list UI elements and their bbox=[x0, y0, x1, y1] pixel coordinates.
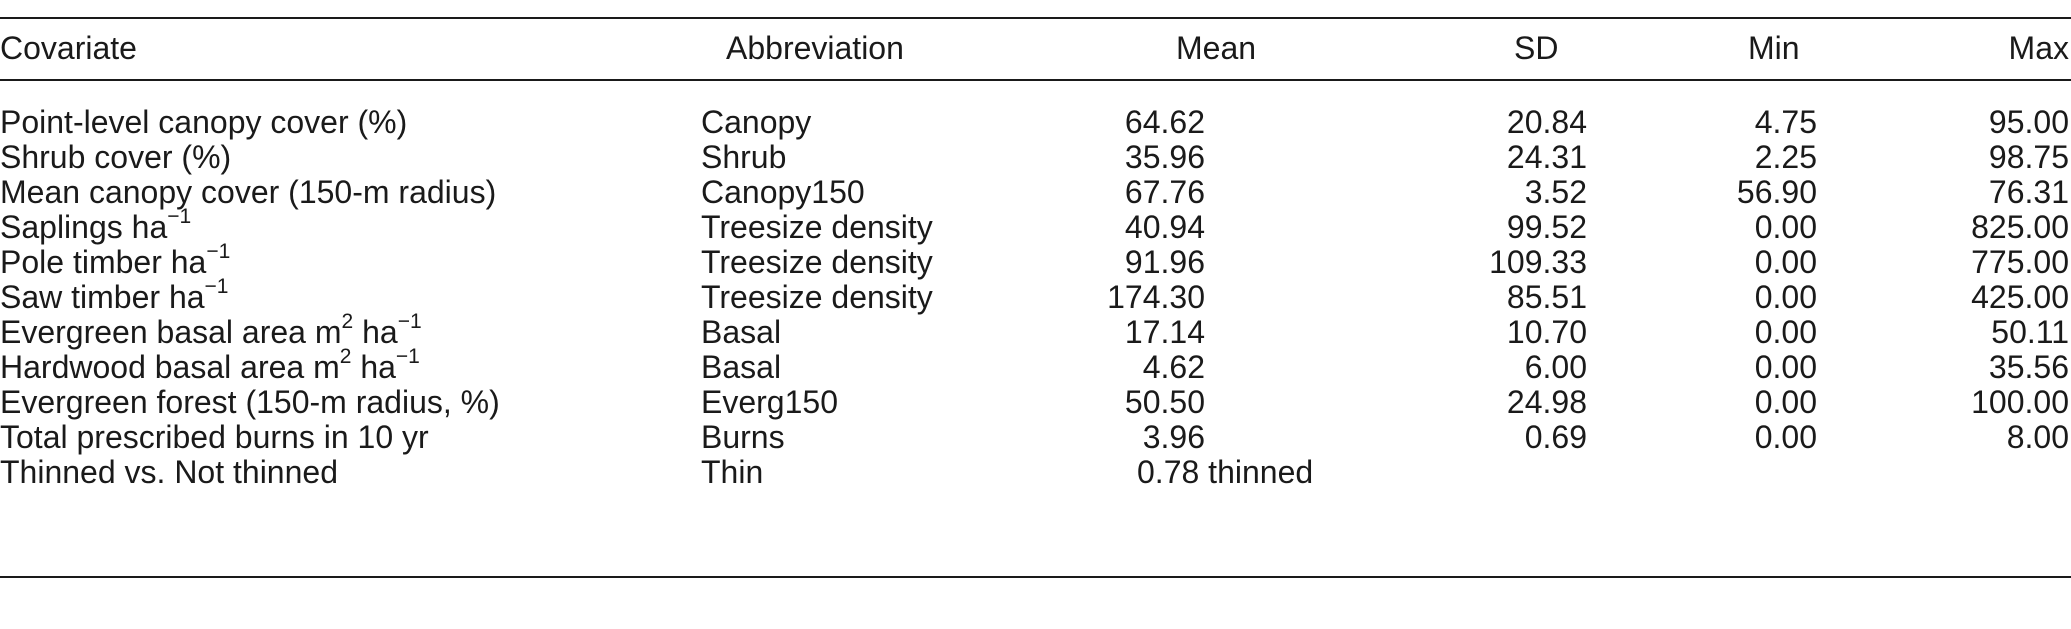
unit-exponent: −1 bbox=[167, 205, 192, 229]
max-cell: 95.00 bbox=[1988, 104, 2069, 140]
abbreviation-cell: Treesize density bbox=[701, 244, 933, 280]
covariate-cell: Hardwood basal area m2 ha−1 bbox=[0, 345, 420, 386]
covariate-label: Shrub cover (%) bbox=[0, 139, 232, 175]
abbreviation-cell: Thin bbox=[701, 454, 764, 490]
unit-exponent: −1 bbox=[204, 275, 229, 299]
covariate-label: Evergreen basal area bbox=[0, 314, 315, 350]
sd-cell: 6.00 bbox=[1524, 349, 1587, 385]
sd-cell: 99.52 bbox=[1506, 209, 1587, 245]
min-cell: 0.00 bbox=[1754, 349, 1817, 385]
header-max: Max bbox=[2008, 30, 2069, 66]
covariate-cell: Shrub cover (%) bbox=[0, 138, 231, 176]
covariate-label: Saw timber bbox=[0, 279, 169, 315]
abbreviation-cell: Canopy150 bbox=[701, 174, 865, 210]
abbreviation-cell: Burns bbox=[701, 419, 785, 455]
header-abbreviation: Abbreviation bbox=[726, 30, 904, 66]
sd-cell: 24.98 bbox=[1506, 384, 1587, 420]
unit-exponent: −1 bbox=[397, 310, 422, 334]
min-cell: 0.00 bbox=[1754, 244, 1817, 280]
mean-cell: 50.50 bbox=[1124, 384, 1205, 420]
max-cell: 50.11 bbox=[1991, 314, 2069, 350]
header-min: Min bbox=[1748, 30, 1800, 66]
covariate-cell: Saw timber ha−1 bbox=[0, 275, 229, 316]
max-cell: 100.00 bbox=[1971, 384, 2069, 420]
mean-cell: 64.62 bbox=[1124, 104, 1205, 140]
min-cell: 0.00 bbox=[1754, 419, 1817, 455]
unit-text: ha bbox=[353, 314, 398, 350]
header-sd: SD bbox=[1514, 30, 1559, 66]
min-cell: 2.25 bbox=[1754, 139, 1817, 175]
min-cell: 4.75 bbox=[1754, 104, 1817, 140]
unit-text: ha bbox=[351, 349, 396, 385]
unit-text: ha bbox=[168, 279, 205, 315]
max-cell: 825.00 bbox=[1971, 209, 2069, 245]
mean-cell: 35.96 bbox=[1124, 139, 1205, 175]
covariate-label: Pole timber bbox=[0, 244, 171, 280]
abbreviation-cell: Shrub bbox=[701, 139, 787, 175]
max-cell: 76.31 bbox=[1988, 174, 2069, 210]
max-cell: 425.00 bbox=[1971, 279, 2069, 315]
covariate-cell: Thinned vs. Not thinned bbox=[0, 454, 338, 490]
mean-cell: 40.94 bbox=[1124, 209, 1205, 245]
abbreviation-cell: Treesize density bbox=[701, 209, 933, 245]
unit-exponent: −1 bbox=[206, 240, 231, 264]
covariate-cell: Total prescribed burns in 10 yr bbox=[0, 418, 429, 456]
unit-text: m bbox=[313, 349, 340, 385]
max-cell: 8.00 bbox=[2006, 419, 2069, 455]
covariate-label: Hardwood basal area bbox=[0, 349, 314, 385]
unit-text: m bbox=[314, 314, 342, 350]
min-cell: 0.00 bbox=[1754, 314, 1817, 350]
covariate-cell: Evergreen forest (150-m radius, %) bbox=[0, 383, 500, 421]
min-cell: 0.00 bbox=[1754, 384, 1817, 420]
mean-cell: 17.14 bbox=[1124, 314, 1205, 350]
sd-cell: 10.70 bbox=[1506, 314, 1587, 350]
min-cell: 0.00 bbox=[1754, 279, 1817, 315]
abbreviation-cell: Treesize density bbox=[701, 279, 933, 315]
unit-text: ha bbox=[170, 244, 207, 280]
sd-cell: 109.33 bbox=[1489, 244, 1587, 280]
covariate-label: Total prescribed burns in 10 yr bbox=[0, 419, 429, 455]
sd-cell: 20.84 bbox=[1506, 104, 1587, 140]
abbreviation-cell: Canopy bbox=[701, 104, 812, 140]
max-cell: 98.75 bbox=[1988, 139, 2069, 175]
table-header-rule bbox=[0, 79, 2071, 81]
unit-exponent: 2 bbox=[339, 345, 352, 369]
covariate-cell: Mean canopy cover (150-m radius) bbox=[0, 173, 496, 211]
covariate-cell: Evergreen basal area m2 ha−1 bbox=[0, 310, 422, 351]
abbreviation-cell: Everg150 bbox=[701, 384, 838, 420]
min-cell: 56.90 bbox=[1736, 174, 1817, 210]
sd-cell: 3.52 bbox=[1524, 174, 1587, 210]
abbreviation-cell: Basal bbox=[701, 349, 782, 385]
sd-cell: 24.31 bbox=[1506, 139, 1587, 175]
min-cell: 0.00 bbox=[1754, 209, 1817, 245]
max-cell: 35.56 bbox=[1988, 349, 2069, 385]
table-bottom-rule bbox=[0, 576, 2071, 578]
unit-exponent: 2 bbox=[341, 310, 354, 334]
unit-exponent: −1 bbox=[395, 345, 420, 369]
covariate-cell: Pole timber ha−1 bbox=[0, 240, 231, 281]
abbreviation-cell: Basal bbox=[701, 314, 782, 350]
covariate-cell: Point-level canopy cover (%) bbox=[0, 103, 407, 141]
sd-cell: 85.51 bbox=[1506, 279, 1587, 315]
covariate-label: Point-level canopy cover (%) bbox=[0, 104, 408, 140]
header-covariate: Covariate bbox=[0, 30, 137, 66]
sd-cell: 0.69 bbox=[1524, 419, 1587, 455]
mean-cell: 174.30 bbox=[1107, 279, 1205, 315]
thinned-proportion-cell: 0.78 thinned bbox=[1137, 454, 1314, 490]
covariate-label: Evergreen forest (150-m radius, %) bbox=[0, 384, 500, 420]
header-mean: Mean bbox=[1176, 30, 1257, 66]
covariate-label: Saplings bbox=[0, 209, 132, 245]
unit-text: ha bbox=[131, 209, 168, 245]
mean-cell: 67.76 bbox=[1124, 174, 1205, 210]
mean-cell: 4.62 bbox=[1142, 349, 1205, 385]
mean-cell: 3.96 bbox=[1142, 419, 1205, 455]
covariate-cell: Saplings ha−1 bbox=[0, 205, 192, 246]
covariate-label: Mean canopy cover (150-m radius) bbox=[0, 174, 497, 210]
max-cell: 775.00 bbox=[1971, 244, 2069, 280]
table-top-rule bbox=[0, 17, 2071, 19]
mean-cell: 91.96 bbox=[1124, 244, 1205, 280]
